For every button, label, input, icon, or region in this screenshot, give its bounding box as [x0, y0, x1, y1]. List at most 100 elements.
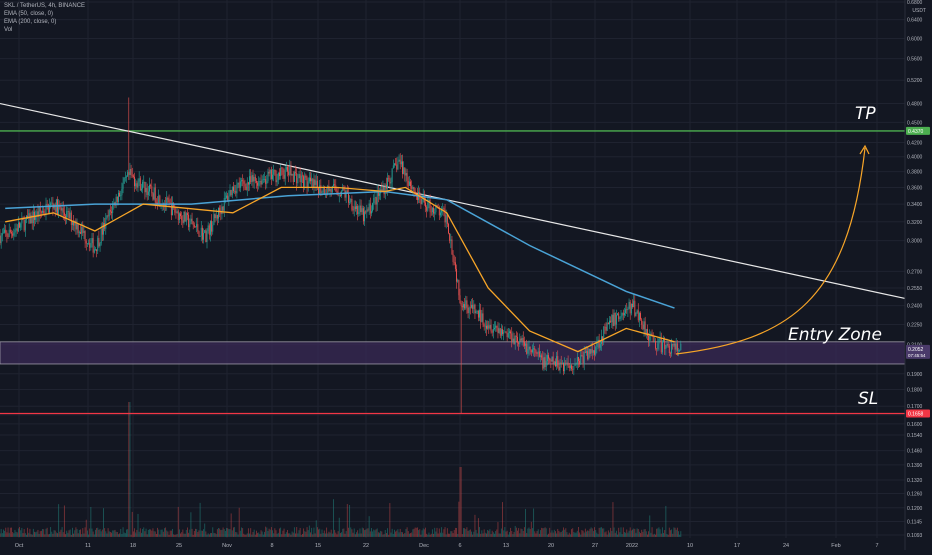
volume-bar [29, 529, 30, 537]
volume-bar [128, 402, 129, 537]
candle-body [285, 170, 286, 179]
volume-bar [423, 528, 424, 537]
volume-bar [269, 529, 270, 537]
candle-body [63, 208, 64, 212]
volume-bar [294, 527, 295, 537]
volume-bar [426, 534, 427, 537]
candle-body [84, 231, 85, 233]
candle-body [333, 184, 334, 186]
volume-bar [85, 527, 86, 537]
volume-bar [264, 532, 265, 537]
volume-bar [140, 528, 141, 537]
candle-body [155, 187, 156, 202]
candle-body [46, 204, 47, 213]
tp-annotation: TP [855, 104, 876, 124]
y-tick-label: 0.6800 [907, 0, 923, 6]
ema50-legend[interactable]: EMA (50, close, 0) [4, 10, 85, 18]
candle-body [184, 212, 185, 223]
volume-bar [240, 531, 241, 537]
candle-body [272, 175, 273, 179]
volume-bar [532, 528, 533, 537]
volume-bar [472, 535, 473, 537]
candle-body [386, 185, 387, 189]
candle-body [209, 225, 210, 234]
candle-body [88, 243, 89, 244]
volume-bar [435, 532, 436, 537]
candle-body [402, 161, 403, 174]
volume-bar [257, 533, 258, 537]
candle-body [213, 214, 214, 225]
volume-bar [595, 530, 596, 537]
volume-bar [126, 530, 127, 537]
volume-bar [369, 516, 370, 537]
volume-bar [546, 528, 547, 537]
candle-body [356, 206, 357, 209]
candle-body [358, 212, 359, 214]
ema200-legend[interactable]: EMA (200, close, 0) [4, 18, 85, 26]
volume-bar [224, 529, 225, 537]
volume-bar [71, 535, 72, 537]
volume-legend[interactable]: Vol [4, 26, 85, 34]
volume-bar [227, 528, 228, 537]
volume-bar [544, 528, 545, 537]
volume-bar [164, 528, 165, 537]
y-tick-label: 0.2700 [907, 269, 923, 275]
volume-bar [78, 533, 79, 537]
candle-body [277, 180, 278, 182]
volume-bar [630, 527, 631, 537]
volume-bar [282, 531, 283, 537]
volume-bar [157, 528, 158, 537]
volume-bar [231, 513, 232, 537]
candle-body [354, 206, 355, 210]
volume-bar [677, 528, 678, 537]
candle-body [47, 204, 48, 205]
candle-body [266, 181, 267, 184]
candle-body [300, 174, 301, 182]
volume-bar [55, 531, 56, 537]
candle-body [118, 193, 119, 202]
volume-bar [347, 504, 348, 537]
candle-body [668, 344, 669, 346]
candle-body [457, 280, 458, 282]
volume-bar [642, 532, 643, 537]
volume-bar [163, 532, 164, 537]
volume-bar [483, 533, 484, 537]
volume-bar [573, 532, 574, 537]
volume-bar [93, 532, 94, 537]
candle-body [634, 301, 635, 316]
volume-bar [679, 535, 680, 537]
candle-body [526, 344, 527, 354]
volume-bar [636, 533, 637, 537]
volume-bar [619, 532, 620, 537]
volume-bar [52, 534, 53, 537]
volume-bar [101, 531, 102, 537]
candle-body [128, 172, 129, 175]
volume-bar [429, 533, 430, 537]
volume-bar [652, 527, 653, 537]
candle-body [514, 339, 515, 345]
candle-body [72, 222, 73, 225]
volume-bar [439, 529, 440, 537]
candle-body [645, 321, 646, 334]
volume-bar [488, 531, 489, 537]
symbol-title[interactable]: SKL / TetherUS, 4h, BINANCE [4, 2, 85, 10]
candle-body [61, 207, 62, 210]
volume-bar [393, 534, 394, 537]
candle-body [238, 183, 239, 185]
candle-body [310, 178, 311, 182]
candle-body [107, 215, 108, 217]
volume-bar [277, 534, 278, 537]
volume-bar [110, 532, 111, 537]
volume-bar [572, 528, 573, 537]
x-tick-label: 13 [503, 543, 509, 549]
candle-body [270, 170, 271, 174]
candle-body [215, 214, 216, 218]
volume-bar [64, 505, 65, 537]
candle-body [564, 363, 565, 371]
volume-bar [455, 528, 456, 537]
y-tick-label: 0.1390 [907, 463, 923, 469]
candle-body [517, 337, 518, 343]
volume-bar [207, 535, 208, 537]
